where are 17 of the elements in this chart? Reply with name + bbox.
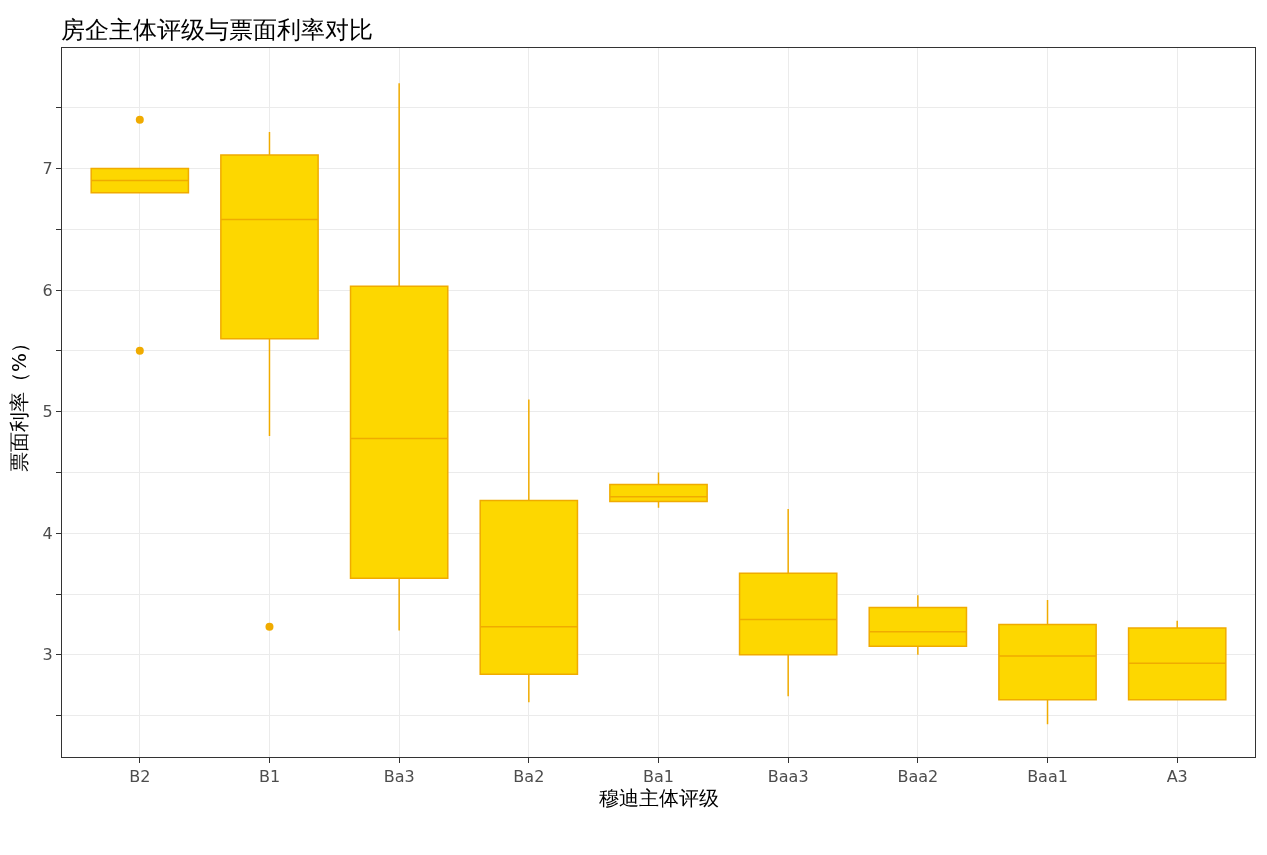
x-tick-label: Ba2 <box>513 767 545 787</box>
x-axis-title: 穆迪主体评级 <box>598 786 719 811</box>
y-axis-title: 票面利率（%） <box>7 332 32 473</box>
x-tick-label: Baa1 <box>1027 767 1068 787</box>
y-tick-label: 4 <box>42 523 53 543</box>
chart-title: 房企主体评级与票面利率对比 <box>60 16 373 45</box>
x-tick-label: A3 <box>1166 767 1188 787</box>
y-tick-label: 5 <box>42 402 53 422</box>
x-tick-label: B1 <box>258 767 281 787</box>
x-tick-label: Baa2 <box>897 767 939 787</box>
y-tick-label: 7 <box>42 159 53 178</box>
y-tick-label: 6 <box>42 280 53 300</box>
x-tick-label: Ba3 <box>383 767 415 787</box>
x-tick-label: Ba1 <box>643 767 674 787</box>
x-tick-label: B2 <box>129 767 151 787</box>
y-tick-label: 3 <box>42 645 53 665</box>
x-tick-label: Baa3 <box>767 767 809 787</box>
